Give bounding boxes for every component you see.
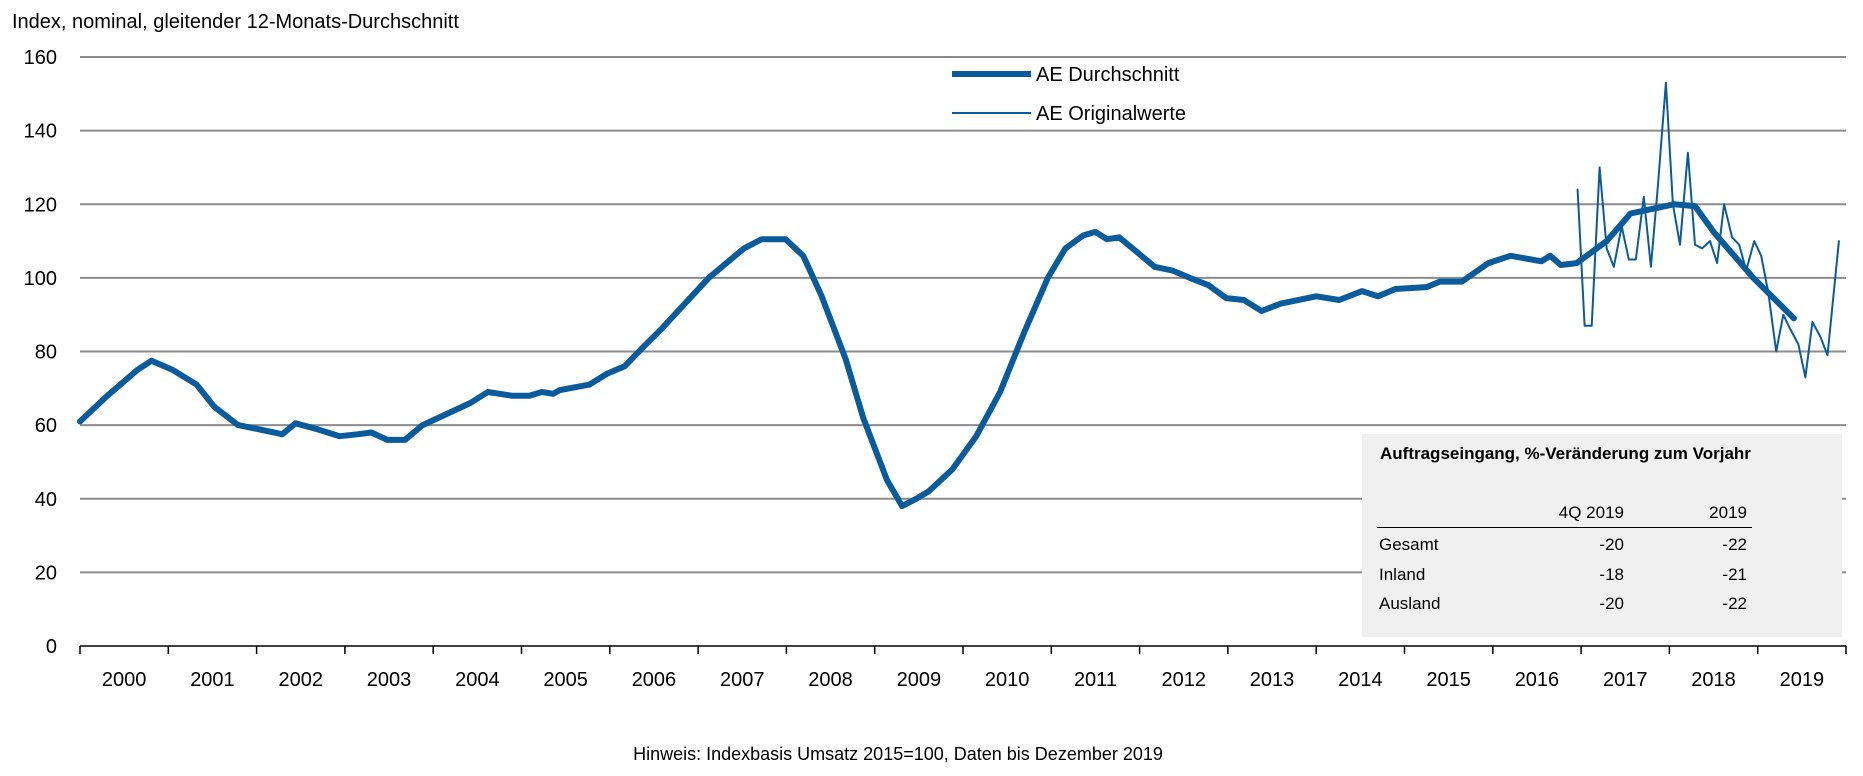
summary-table: Auftragseingang, %-Veränderung zum Vorja…	[1362, 434, 1842, 637]
x-tick-label: 2013	[1250, 669, 1295, 691]
y-tick-label: 60	[35, 415, 57, 437]
x-tick-label: 2015	[1426, 669, 1471, 691]
row-label: Inland	[1379, 565, 1426, 584]
x-tick-label: 2006	[632, 669, 677, 691]
x-tick-label: 2007	[720, 669, 765, 691]
y-tick-label: 80	[35, 342, 57, 364]
x-tick-label: 2004	[455, 669, 500, 691]
legend-label-durchschnitt: AE Durchschnitt	[1036, 64, 1180, 86]
x-tick-label: 2018	[1691, 669, 1736, 691]
x-tick-label: 2000	[102, 669, 147, 691]
table-header-row: 4Q 2019 2019	[1377, 503, 1752, 527]
table-cell: -20	[1599, 535, 1624, 554]
table-row: Gesamt -20 -22	[1377, 535, 1752, 559]
row-label: Gesamt	[1379, 535, 1439, 554]
row-label: Ausland	[1379, 594, 1441, 613]
x-tick-label: 2002	[279, 669, 324, 691]
x-tick-label: 2001	[190, 669, 235, 691]
y-tick-label: 120	[24, 194, 57, 216]
x-tick-label: 2017	[1603, 669, 1648, 691]
column-header: 4Q 2019	[1558, 503, 1624, 522]
legend: AE Durchschnitt AE Originalwerte	[952, 64, 1186, 125]
y-tick-label: 100	[24, 268, 57, 290]
y-tick-label: 140	[24, 121, 57, 143]
y-tick-label: 20	[35, 562, 57, 584]
footnote: Hinweis: Indexbasis Umsatz 2015=100, Dat…	[633, 744, 1163, 764]
x-tick-label: 2009	[897, 669, 942, 691]
table-cell: -21	[1722, 565, 1747, 584]
x-tick-label: 2005	[543, 669, 588, 691]
x-tick-label: 2010	[985, 669, 1030, 691]
table-cell: -22	[1722, 535, 1747, 554]
x-tick-label: 2012	[1162, 669, 1207, 691]
y-tick-label: 0	[46, 636, 57, 658]
x-tick-label: 2014	[1338, 669, 1383, 691]
series-line-originalwerte	[1576, 81, 1840, 379]
table-row: Inland -18 -21	[1377, 565, 1752, 589]
y-tick-label: 160	[24, 47, 57, 69]
table-row: Ausland -20 -22	[1377, 594, 1752, 618]
table-title: Auftragseingang, %-Veränderung zum Vorja…	[1380, 444, 1751, 463]
table-cell: -22	[1722, 594, 1747, 613]
column-header: 2019	[1709, 503, 1747, 522]
legend-label-originalwerte: AE Originalwerte	[1036, 103, 1186, 125]
table-cell: -18	[1599, 565, 1624, 584]
x-tick-label: 2003	[367, 669, 412, 691]
y-axis-label: Index, nominal, gleitender 12-Monats-Dur…	[12, 11, 459, 33]
y-tick-label: 40	[35, 489, 57, 511]
x-tick-label: 2019	[1780, 669, 1825, 691]
table-cell: -20	[1599, 594, 1624, 613]
x-tick-label: 2016	[1515, 669, 1560, 691]
x-tick-label: 2011	[1074, 669, 1117, 691]
series-line-durchschnitt	[77, 201, 1797, 510]
x-tick-label: 2008	[808, 669, 853, 691]
table-divider	[1377, 527, 1752, 528]
